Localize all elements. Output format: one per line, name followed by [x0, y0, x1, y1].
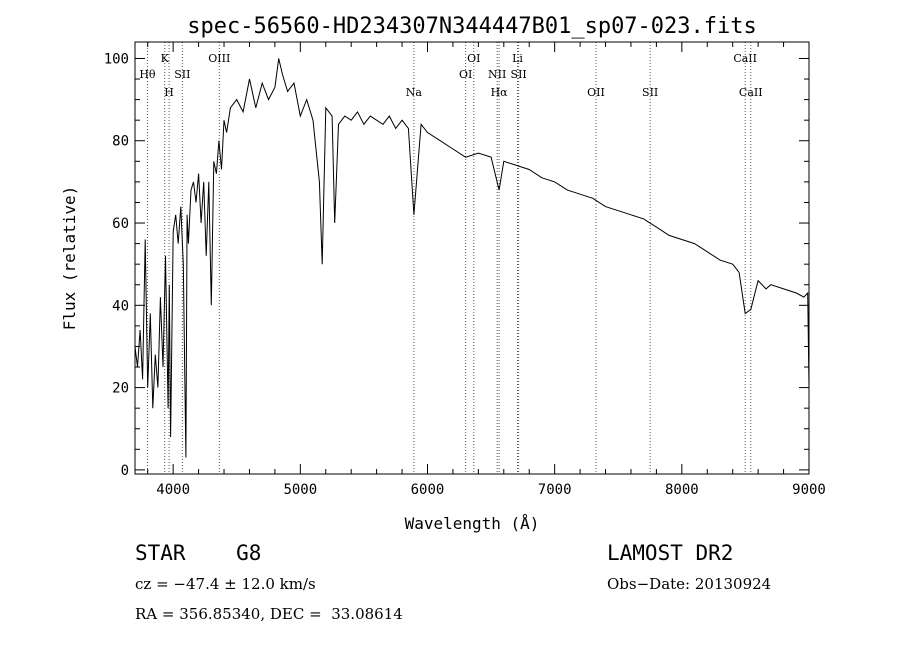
line-label: K — [161, 52, 170, 65]
observation-date: Obs−Date: 20130924 — [607, 575, 772, 593]
x-tick-label: 5000 — [283, 482, 317, 498]
y-axis: 0 20 40 60 80 100 — [104, 51, 809, 479]
y-tick-label: 40 — [112, 298, 129, 314]
line-label: CaII — [733, 52, 757, 65]
x-axis-label: Wavelength (Å) — [405, 514, 540, 533]
line-label: SII — [511, 68, 527, 81]
coordinates: RA = 356.85340, DEC = 33.08614 — [135, 605, 403, 623]
line-label: SII — [174, 68, 190, 81]
line-label: NII — [488, 68, 506, 81]
line-label: Hα — [491, 86, 509, 99]
x-tick-label: 7000 — [538, 482, 572, 498]
y-axis-label: Flux (relative) — [60, 186, 79, 331]
x-tick-label: 8000 — [665, 482, 699, 498]
plot-frame — [134, 41, 810, 475]
line-label: OI — [459, 68, 472, 81]
y-tick-label: 20 — [112, 381, 129, 397]
line-label: Li — [512, 52, 523, 65]
spectrum-line — [134, 58, 810, 458]
redshift-value: cz = −47.4 ± 12.0 km/s — [135, 575, 316, 593]
x-tick-label: 6000 — [411, 482, 445, 498]
line-label: SII — [642, 86, 658, 99]
x-tick-label: 4000 — [156, 482, 190, 498]
line-label: Na — [406, 86, 423, 99]
line-label: OI — [467, 52, 480, 65]
y-tick-label: 60 — [112, 216, 129, 232]
y-tick-label: 100 — [104, 51, 129, 67]
chart-title: spec-56560-HD234307N344447B01_sp07-023.f… — [187, 14, 757, 39]
line-label: Hθ — [139, 68, 156, 81]
y-tick-label: 0 — [121, 463, 129, 479]
x-tick-label: 9000 — [792, 482, 826, 498]
line-label: OII — [587, 86, 605, 99]
object-type: STAR G8 — [135, 541, 262, 565]
line-label: CaII — [739, 86, 763, 99]
line-label: OIII — [208, 52, 230, 65]
spectrum-series — [134, 58, 810, 458]
y-tick-label: 80 — [112, 134, 129, 150]
line-label: H — [164, 86, 174, 99]
data-release: LAMOST DR2 — [607, 541, 734, 565]
x-axis: 4000 5000 6000 7000 8000 9000 — [147, 42, 826, 498]
